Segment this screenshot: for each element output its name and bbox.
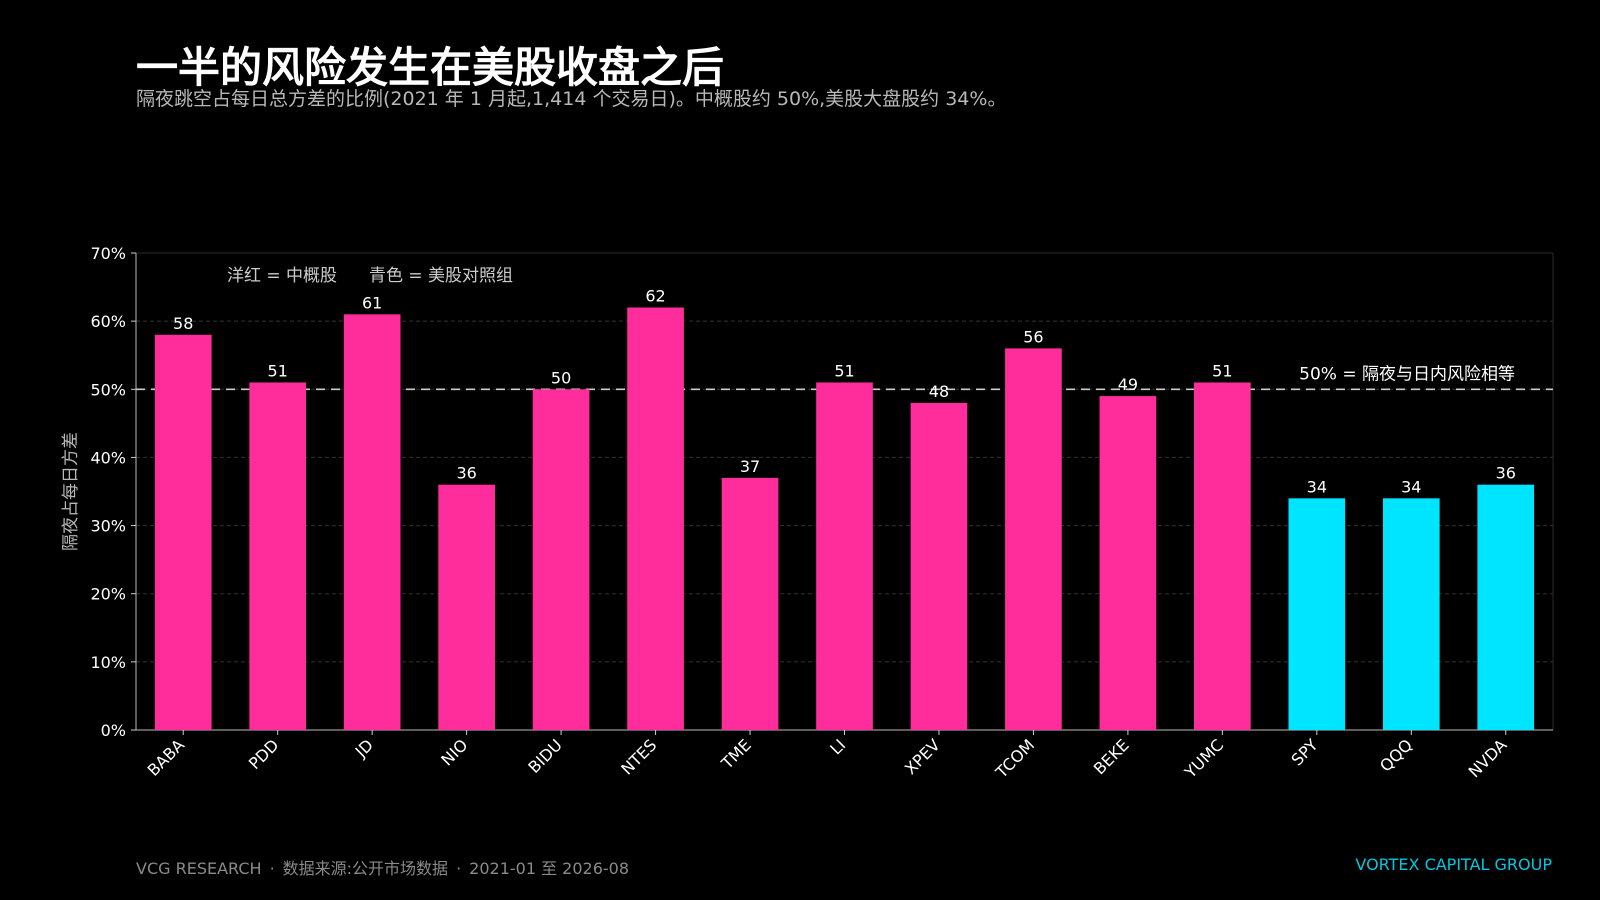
x-tick-label: TCOM [991, 735, 1038, 782]
bar-value-label: 36 [1496, 464, 1516, 483]
y-tick-label: 60% [90, 312, 126, 331]
footer-data-source: 数据来源:公开市场数据 [282, 859, 449, 878]
x-tick-label: LI [826, 735, 849, 758]
bar-value-label: 49 [1118, 375, 1138, 394]
bar-value-label: 34 [1401, 477, 1421, 496]
footer-period: 2021-01 至 2026-08 [469, 859, 630, 878]
x-tick-label: JD [351, 735, 377, 761]
bar-value-label: 56 [1023, 327, 1043, 346]
y-tick-label: 40% [90, 448, 126, 467]
y-tick-label: 10% [90, 653, 126, 672]
bar-xpev [910, 402, 968, 730]
x-tick-label: TME [717, 735, 755, 773]
bar-baba [154, 334, 212, 730]
y-axis-ticks: 0% 10% 20% 30% 40% 50% 60% 70% [90, 244, 136, 740]
bar-value-label: 36 [456, 464, 476, 483]
footer-source: VCG RESEARCH · 数据来源:公开市场数据 · 2021-01 至 2026-… [136, 855, 629, 879]
x-tick-label: BIDU [524, 735, 566, 777]
bar-yumc [1194, 382, 1251, 730]
x-tick-label: PDD [245, 735, 283, 773]
bar-value-label: 62 [645, 287, 665, 306]
x-tick-label: NIO [437, 735, 471, 769]
y-tick-label: 20% [90, 585, 126, 604]
bar-value-label: 34 [1307, 477, 1327, 496]
x-tick-label: SPY [1288, 735, 1322, 769]
y-tick-label: 50% [90, 380, 126, 399]
legend-china: 洋红 = 中概股 [227, 266, 337, 286]
footer-separator: · [269, 859, 275, 878]
bar-beke [1099, 396, 1157, 730]
x-tick-label: BEKE [1090, 735, 1133, 778]
bar-value-label: 37 [740, 457, 760, 476]
y-tick-label: 0% [101, 721, 126, 740]
y-tick-label: 30% [90, 517, 126, 536]
bar-pdd [249, 382, 307, 730]
x-tick-label: YUMC [1180, 735, 1227, 782]
bar-tme [721, 477, 779, 730]
legend-us: 青色 = 美股对照组 [369, 266, 513, 286]
reference-line-label: 50% = 隔夜与日内风险相等 [1299, 364, 1515, 384]
x-tick-label: QQQ [1376, 735, 1416, 775]
footer-separator: · [456, 859, 462, 878]
bar-value-label: 48 [929, 382, 949, 401]
y-axis-label: 隔夜占每日方差 [61, 432, 81, 551]
x-tick-label: XPEV [901, 735, 944, 778]
bar-value-label: 51 [1212, 361, 1232, 380]
bar-nvda [1477, 484, 1535, 730]
x-tick-label: BABA [144, 735, 188, 779]
bar-value-label: 58 [173, 314, 193, 333]
footer-brand: VCG RESEARCH [136, 859, 262, 878]
bar-value-label: 51 [268, 361, 288, 380]
bar-tcom [1005, 348, 1062, 730]
bar-jd [343, 314, 401, 730]
x-tick-label: NVDA [1465, 735, 1511, 781]
legend: 洋红 = 中概股 青色 = 美股对照组 [227, 266, 513, 286]
bar-qqq [1382, 498, 1440, 730]
bar-value-label: 51 [834, 361, 854, 380]
bar-spy [1288, 498, 1346, 730]
chart-title: 一半的风险发生在美股收盘之后 [136, 43, 725, 92]
bar-value-label: 61 [362, 293, 382, 312]
y-tick-label: 70% [90, 244, 126, 263]
x-tick-label: NTES [617, 735, 660, 778]
bar-value-label: 50 [551, 368, 571, 387]
chart-subtitle: 隔夜跳空占每日总方差的比例(2021 年 1 月起,1,414 个交易日)。中概… [136, 88, 1007, 110]
bar-ntes [627, 307, 684, 730]
footer-company: VORTEX CAPITAL GROUP [1355, 855, 1552, 874]
x-axis-ticks: BABA PDD JD NIO BIDU NTES TME LI XPEV TCOM BEKE YUM… [144, 730, 1511, 782]
bar-li [816, 382, 873, 730]
bars: 58 51 61 36 50 62 37 51 48 56 49 51 34 34 36 [154, 287, 1535, 730]
bar-bidu [532, 389, 590, 730]
bar-nio [438, 484, 495, 730]
